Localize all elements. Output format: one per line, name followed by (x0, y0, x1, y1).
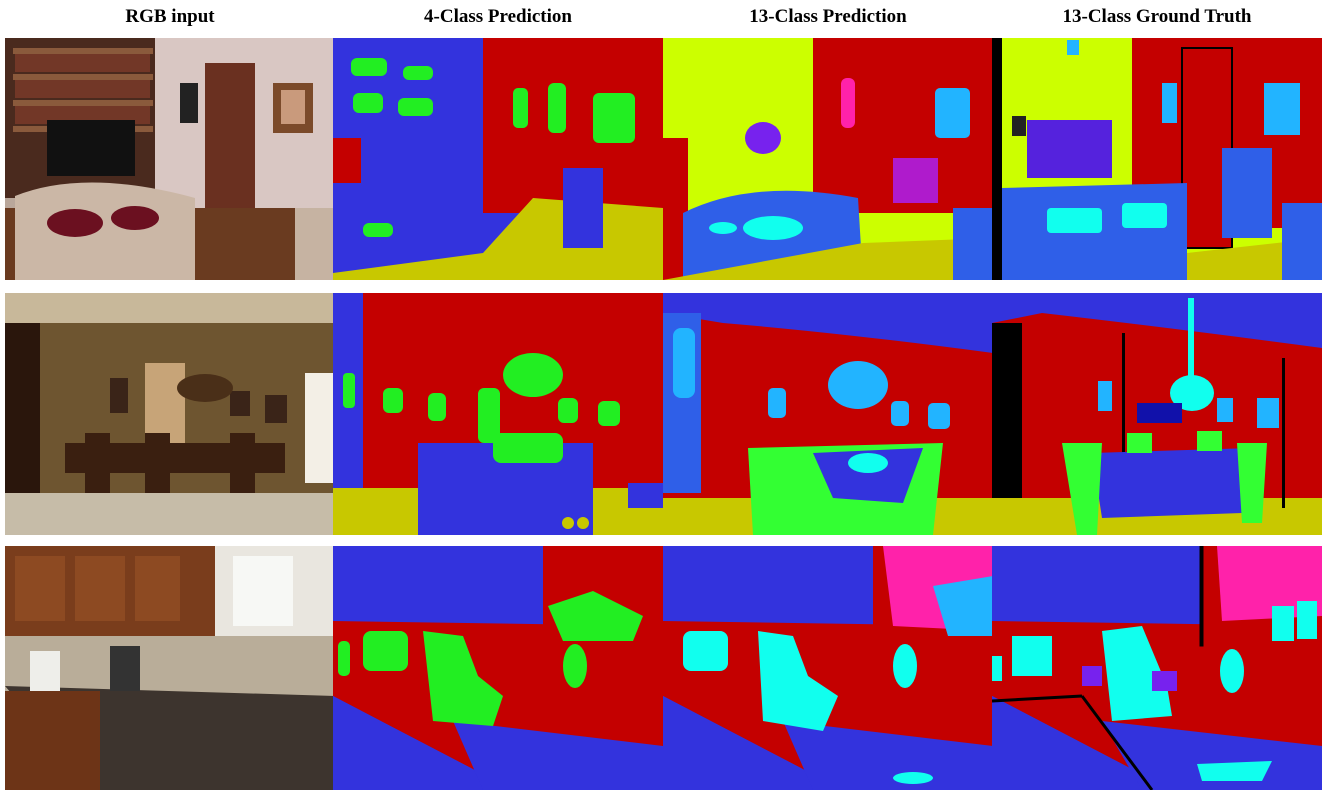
rgb-image-dining-room (5, 293, 335, 535)
segmentation-4class-dining-room (333, 293, 663, 535)
segmentation-13class-prediction-kitchen (663, 546, 993, 790)
header-4-class-prediction: 4-Class Prediction (424, 6, 572, 27)
header-13-class-prediction: 13-Class Prediction (749, 6, 907, 27)
segmentation-13class-prediction-dining-room (663, 293, 993, 535)
segmentation-4class-living-room (333, 38, 663, 280)
segmentation-4class-kitchen (333, 546, 663, 790)
rgb-image-kitchen (5, 546, 335, 790)
header-13-class-ground-truth: 13-Class Ground Truth (1062, 6, 1252, 27)
rgb-image-living-room (5, 38, 335, 280)
segmentation-13class-ground-truth-kitchen (992, 546, 1322, 790)
segmentation-13class-ground-truth-living-room (992, 38, 1322, 280)
segmentation-13class-prediction-living-room (663, 38, 993, 280)
header-rgb-input: RGB input (125, 6, 215, 27)
segmentation-13class-ground-truth-dining-room (992, 293, 1322, 535)
